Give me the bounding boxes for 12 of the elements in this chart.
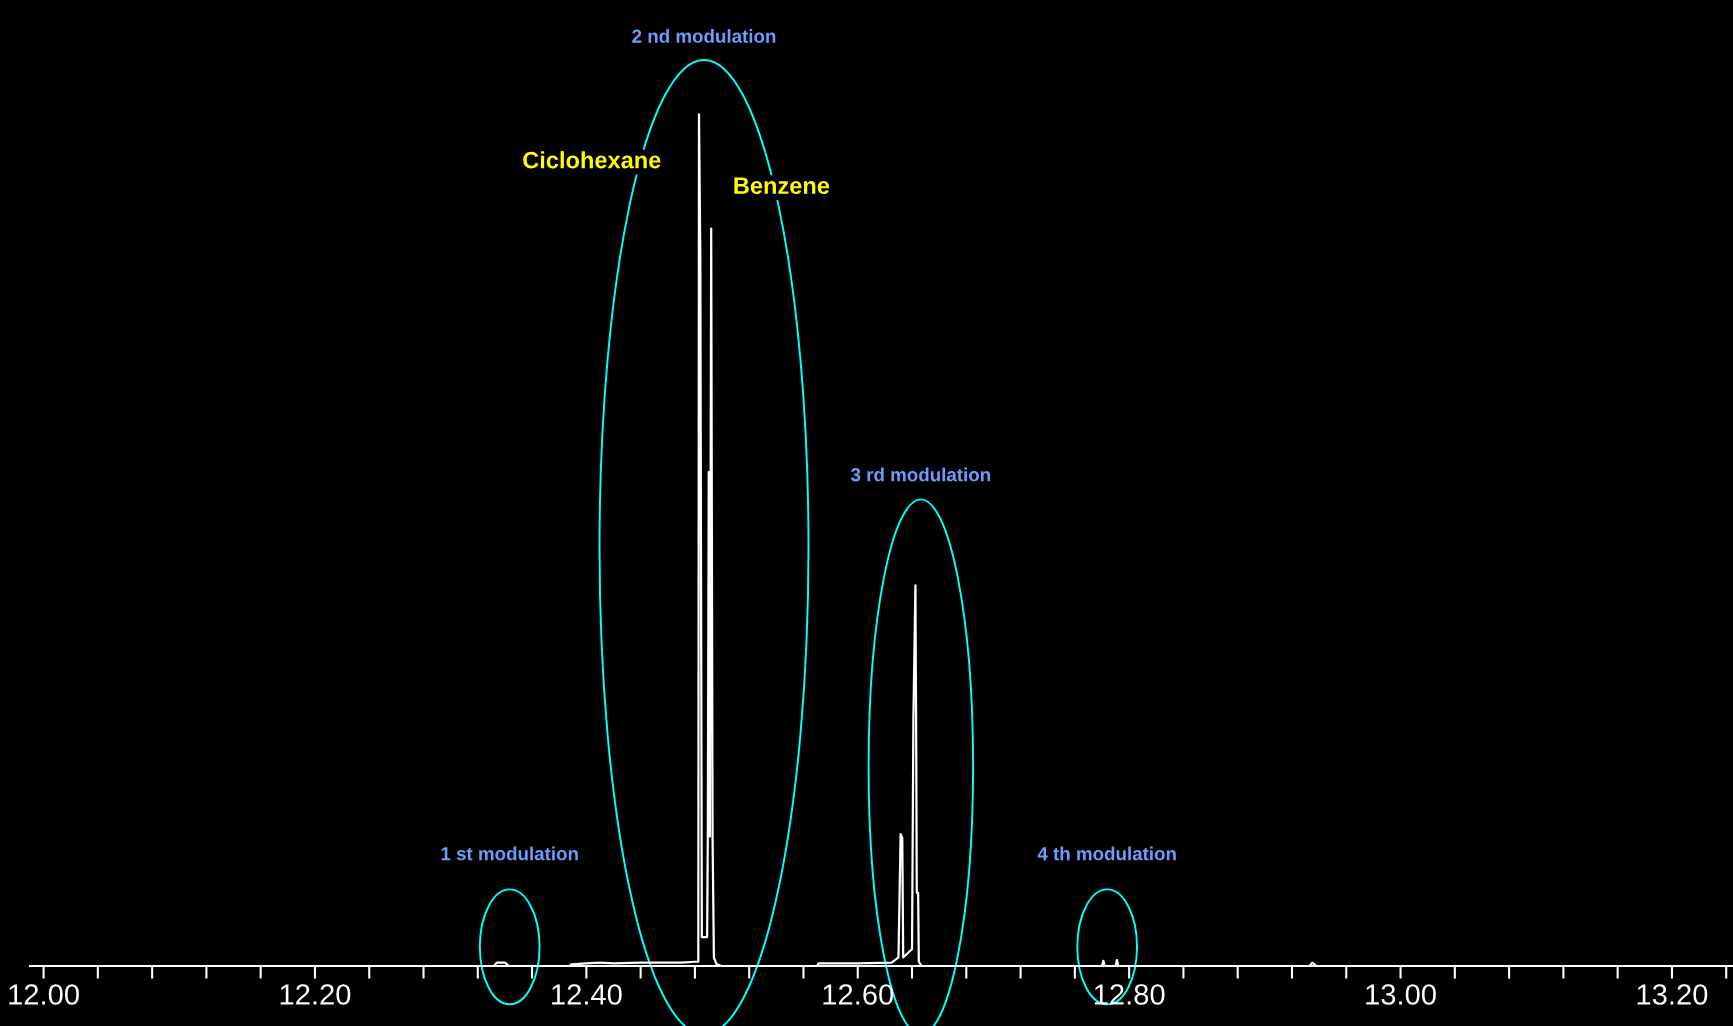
annotation: 1 st modulation (441, 846, 578, 861)
x-tick-label: 13.20 (1637, 984, 1708, 1005)
annotation: Benzene (734, 177, 830, 195)
x-tick-label: 13.00 (1366, 984, 1436, 1005)
x-tick-label: 12.00 (9, 984, 79, 1005)
x-tick-label: 12.20 (280, 984, 351, 1005)
annotation: 4 th modulation (1037, 846, 1176, 861)
annotation: 3 rd modulation (850, 467, 991, 482)
x-tick-label: 12.40 (552, 984, 622, 1005)
text: 2 nd modulation (632, 29, 776, 43)
annotation: Ciclohexane (523, 151, 661, 169)
x-tick-label: 12.60 (823, 984, 894, 1005)
